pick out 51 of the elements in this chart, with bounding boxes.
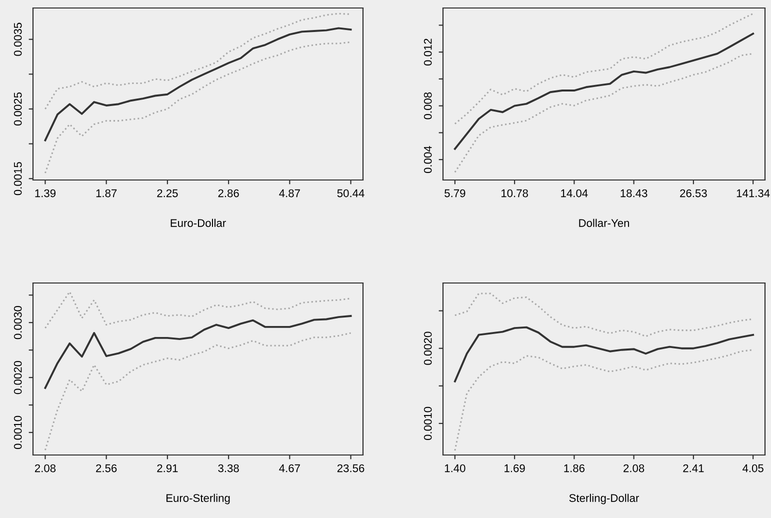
- x-tick-label: 1.69: [504, 464, 525, 472]
- x-tick-label: 141.34: [736, 189, 770, 198]
- line-series: [454, 12, 754, 125]
- x-tick-label: 4.05: [742, 464, 764, 472]
- x-axis-title: Sterling-Dollar: [569, 494, 640, 504]
- y-tick-label: 0.0020: [424, 332, 432, 365]
- x-tick-label: 2.08: [34, 464, 56, 472]
- y-tick-label: 0.0015: [14, 162, 22, 196]
- x-tick-label: 14.04: [561, 189, 588, 198]
- y-tick-label: 0.004: [424, 146, 432, 174]
- line-series: [454, 292, 754, 338]
- y-tick-label: 0.0010: [14, 416, 22, 450]
- x-axis-title: Euro-Dollar: [170, 218, 226, 227]
- x-tick-label: 1.86: [564, 464, 585, 472]
- line-series: [454, 326, 754, 382]
- x-tick-label: 4.87: [279, 189, 300, 198]
- y-tick-label: 0.0030: [14, 306, 22, 340]
- line-series: [44, 41, 352, 174]
- line-series: [44, 12, 352, 110]
- x-tick-label: 10.78: [502, 189, 528, 198]
- line-series: [44, 27, 352, 142]
- x-tick-label: 2.86: [218, 189, 239, 198]
- y-tick-label: 0.008: [424, 92, 432, 120]
- y-tick-label: 0.0020: [14, 360, 22, 394]
- x-axis-title: Euro-Sterling: [166, 494, 230, 504]
- x-tick-label: 5.79: [444, 189, 466, 198]
- x-tick-label: 26.53: [680, 189, 707, 198]
- line-series: [44, 314, 352, 389]
- x-axis-title: Dollar-Yen: [579, 218, 630, 227]
- x-tick-label: 1.40: [444, 464, 466, 472]
- x-tick-label: 50.44: [337, 189, 364, 198]
- x-tick-label: 3.38: [218, 464, 239, 472]
- x-tick-label: 1.87: [96, 189, 117, 198]
- x-tick-label: 23.56: [337, 464, 364, 472]
- y-tick-label: 0.0010: [424, 406, 432, 440]
- y-tick-label: 0.012: [424, 38, 432, 66]
- line-series: [44, 332, 352, 451]
- line-series: [454, 32, 754, 150]
- x-tick-label: 4.67: [279, 464, 300, 472]
- x-tick-label: 2.08: [624, 464, 644, 472]
- x-tick-label: 2.25: [157, 189, 178, 198]
- x-tick-label: 2.41: [683, 464, 704, 472]
- x-tick-label: 18.43: [620, 189, 648, 198]
- line-series: [454, 349, 754, 452]
- y-tick-label: 0.0035: [14, 22, 22, 56]
- line-series: [44, 291, 352, 329]
- line-series: [454, 52, 754, 173]
- y-tick-label: 0.0025: [14, 92, 22, 126]
- x-tick-label: 2.91: [157, 464, 178, 472]
- x-tick-label: 2.56: [96, 464, 117, 472]
- x-tick-label: 1.39: [35, 189, 56, 198]
